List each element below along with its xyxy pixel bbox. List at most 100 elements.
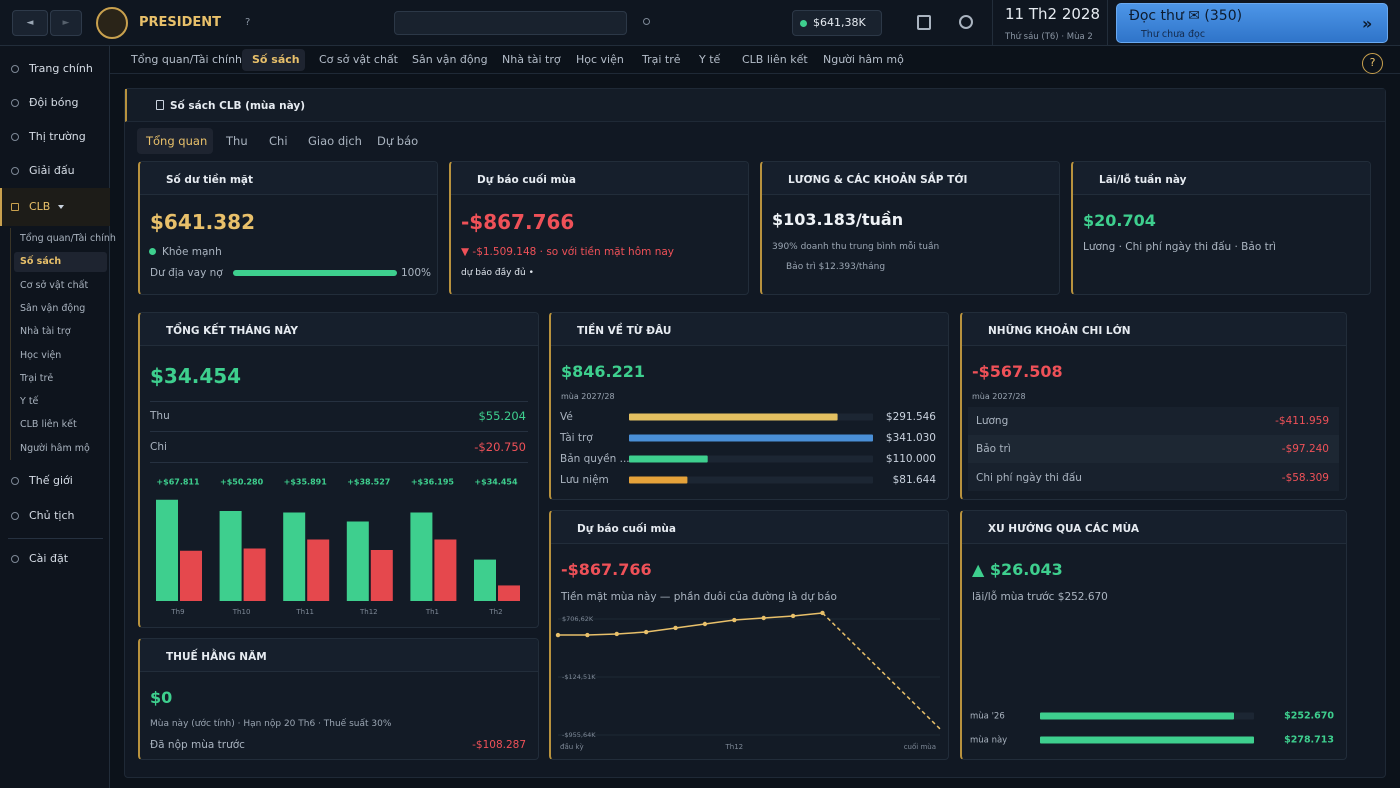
card-header	[762, 162, 1059, 195]
bar	[370, 550, 393, 601]
balance-box: $641,38K	[792, 10, 882, 36]
value-label: $110.000	[886, 453, 936, 465]
status-dot	[800, 20, 807, 27]
help[interactable]: ?	[245, 17, 251, 28]
sidebar-subitem[interactable]: Số sách	[20, 256, 62, 268]
sidebar-icon	[11, 167, 19, 175]
tab[interactable]: Học viện	[576, 53, 624, 66]
maintenance: Bảo trì $12.393/tháng	[786, 262, 886, 272]
point	[732, 617, 737, 623]
sidebar-subitem[interactable]: Y tế	[20, 396, 39, 408]
sidebar-subitem[interactable]: Trại trẻ	[20, 372, 54, 384]
card-header	[551, 313, 948, 346]
income-sub: mùa 2027/28	[561, 392, 615, 401]
tab[interactable]: Trại trẻ	[642, 53, 681, 66]
cash-status: Khỏe mạnh	[162, 246, 222, 258]
forward-button[interactable]: ►	[50, 10, 82, 36]
forecast-sub: Tiền mặt mùa này — phần đuôi của đường l…	[561, 591, 837, 603]
sidebar-subitem[interactable]: Người hâm mộ	[20, 442, 90, 454]
logo	[96, 7, 128, 39]
sidebar-item[interactable]: Thế giới	[29, 474, 73, 487]
caret	[58, 205, 64, 209]
x-tick-label: Th12	[359, 608, 378, 616]
monthly-bar-chart: +$67.811 Th9 +$50.280 Th10 +$35.891 Th11 +$38.…	[156, 478, 520, 616]
expenses-card: NHỮNG KHOẢN CHI LỚN -$567.508 mùa 2027/2…	[960, 312, 1347, 500]
category-label: Bản quyền ...	[560, 453, 630, 465]
tab[interactable]: CLB liên kết	[742, 53, 808, 66]
month-card: TỔNG KẾT THÁNG NÀY $34.454 Thu $55.204 C…	[138, 312, 539, 628]
bar-annotation: +$50.280	[220, 478, 264, 487]
trend-bar-chart: mùa '26 $252.670 mùa này $278.713	[970, 711, 1334, 746]
bar	[156, 499, 178, 601]
card-title: Dự báo cuối mùa	[577, 523, 676, 535]
search-icon[interactable]	[643, 18, 650, 25]
sidebar-icon	[11, 203, 19, 211]
forecast-note: dự báo đầy đủ •	[461, 268, 534, 278]
bar	[498, 585, 520, 601]
sidebar-icon	[11, 65, 19, 73]
bar	[1040, 736, 1254, 744]
settings-icon[interactable]	[959, 15, 973, 29]
top-bar: ◄ ► PRESIDENT ? $641,38K 11 Th2 2028 Thứ…	[0, 0, 1400, 46]
mail-button[interactable]: Đọc thư ✉ (350) Thư chưa đọc »	[1116, 3, 1388, 43]
row-label: Bảo trì	[976, 443, 1011, 455]
sidebar-subitem[interactable]: Học viện	[20, 349, 62, 361]
income-value: $846.221	[561, 362, 646, 381]
category-label: mùa này	[970, 736, 1007, 746]
tab[interactable]: Số sách	[252, 53, 300, 66]
subtab[interactable]: Thu	[226, 134, 248, 148]
sidebar-icon	[11, 555, 19, 563]
status-dot	[149, 248, 156, 255]
forecast-delta: ▼ -$1.509.148 · so với tiền mặt hôm nay	[461, 246, 675, 258]
row-value: -$20.750	[474, 440, 526, 454]
line	[558, 612, 823, 636]
tab[interactable]: Y tế	[699, 53, 721, 66]
tab[interactable]: Nhà tài trợ	[502, 53, 561, 66]
subtab[interactable]: Chi	[269, 134, 288, 148]
sidebar-item[interactable]: Trang chính	[29, 62, 93, 75]
card-header	[1073, 162, 1370, 195]
sidebar-subitem[interactable]: Cơ sở vật chất	[20, 279, 89, 291]
income-bar-chart: Vé $291.546 Tài trợ $341.030 Bản quyền ... $1…	[559, 411, 936, 486]
sidebar-subitem[interactable]: Sân vận động	[20, 302, 86, 314]
sidebar-item[interactable]: Chủ tịch	[29, 509, 75, 522]
help-button[interactable]: ?	[1362, 53, 1383, 74]
category-label: Lưu niệm	[560, 474, 609, 486]
sidebar-item[interactable]: CLB	[29, 200, 51, 213]
sidebar-subitem[interactable]: CLB liên kết	[20, 419, 77, 431]
brand: PRESIDENT	[139, 15, 222, 30]
row-value: -$97.240	[1281, 443, 1329, 455]
sidebar-subitem[interactable]: Tổng quan/Tài chính	[20, 233, 116, 244]
row-bg	[968, 435, 1339, 463]
bar	[629, 455, 708, 463]
sidebar-icon	[11, 99, 19, 107]
tab[interactable]: Sân vận động	[412, 53, 488, 66]
tab[interactable]: Cơ sở vật chất	[319, 53, 398, 66]
subtab[interactable]: Dự báo	[377, 134, 419, 148]
mail-title: Đọc thư ✉ (350)	[1129, 8, 1243, 24]
balance: $641,38K	[813, 16, 866, 29]
back-button[interactable]: ◄	[12, 10, 48, 36]
point	[702, 621, 708, 627]
row-label: Lương	[976, 415, 1009, 427]
sidebar-item[interactable]: Cài đặt	[29, 552, 69, 565]
tab[interactable]: Tổng quan/Tài chính	[131, 53, 243, 66]
sidebar-subitem[interactable]: Nhà tài trợ	[20, 326, 71, 338]
tab[interactable]: Người hâm mộ	[823, 53, 904, 66]
sidebar-item[interactable]: Giải đấu	[29, 164, 75, 177]
y-tick-label: -$955,64K	[562, 731, 596, 739]
sidebar-item[interactable]: Đội bóng	[29, 96, 79, 109]
date-sub: Thứ sáu (T6) · Mùa 2	[1005, 32, 1093, 42]
row-label: Thu	[150, 410, 170, 422]
rule	[150, 431, 528, 432]
bar-annotation: +$67.811	[156, 478, 200, 487]
sidebar-item[interactable]: Thị trường	[29, 130, 86, 143]
bar-annotation: +$35.891	[284, 478, 328, 487]
subtab[interactable]: Tổng quan	[146, 134, 208, 148]
search-box[interactable]	[394, 11, 627, 35]
debt-title: Dư địa vay nợ	[150, 267, 223, 279]
save-icon[interactable]	[917, 15, 931, 30]
row-bg	[968, 407, 1339, 435]
subtab[interactable]: Giao dịch	[308, 134, 362, 148]
x-tick-label: Th1	[425, 608, 439, 616]
